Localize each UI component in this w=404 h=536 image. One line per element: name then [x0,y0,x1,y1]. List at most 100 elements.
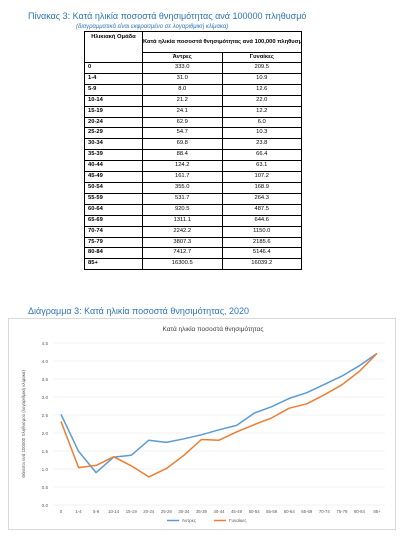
table-row: 35-39 88.4 66.4 [84,149,302,162]
table-row: 5-9 8.0 12.6 [84,83,302,96]
x-tick-label: 50-54 [249,509,261,514]
age-cell: 60-64 [84,203,143,216]
female-cell: 23.8 [221,138,302,151]
y-tick-label: 4.5 [42,341,49,346]
y-tick-label: 0.0 [42,503,49,508]
female-cell: 12.6 [221,83,302,96]
chart-title: Κατά ηλικία ποσοστά θνησιμότητας [162,325,263,333]
male-cell: 69.8 [142,138,223,151]
x-tick-label: 65-69 [301,509,313,514]
age-cell: 5-9 [84,83,143,96]
female-cell: 10.9 [221,72,302,85]
table-row: 40-44 124.2 63.1 [84,160,302,173]
female-cell: 1150.0 [221,225,302,238]
y-tick-label: 1.0 [42,467,49,472]
male-cell: 8.0 [142,83,223,96]
y-tick-label: 2.0 [42,431,49,436]
male-cell: 3807.3 [142,236,223,249]
age-cell: 45-49 [84,171,143,183]
male-cell: 21.2 [142,94,223,107]
x-tick-label: 30-34 [178,509,190,514]
y-axis-label: Θάνατοι ανά 100000 πληθυσμού (λογαριθμικ… [21,370,26,478]
male-cell: 920.5 [142,203,223,216]
female-cell: 644.6 [221,214,302,227]
age-cell: 85+ [84,258,143,271]
x-tick-label: 35-39 [196,509,208,514]
table-title: Πίνακας 3: Κατά ηλικία ποσοστά θνησιμότη… [28,11,307,21]
table-row: 10-14 21.2 22.0 [84,94,302,107]
male-cell: 2242.2 [142,225,223,238]
x-tick-label: 0 [60,509,63,514]
x-tick-label: 25-29 [161,509,173,514]
age-cell: 0 [84,62,143,74]
table-row: 65-69 1311.1 644.6 [84,214,302,227]
table-row: 80-84 7412.7 5146.4 [84,247,302,260]
age-cell: 1-4 [84,72,143,85]
line-chart: Κατά ηλικία ποσοστά θνησιμότητας 0.0 0.5 1.… [21,325,385,523]
male-cell: 531.7 [142,192,223,205]
table-row: 1-4 31.0 10.9 [84,72,302,85]
female-cell: 264.3 [221,192,302,205]
x-tick-label: 70-74 [319,509,331,514]
female-cell: 209.5 [221,62,302,74]
x-tick-label: 15-19 [126,509,138,514]
table-row: 30-34 69.8 23.8 [84,138,302,151]
y-tick-label: 0.5 [42,485,49,490]
age-cell: 15-19 [84,105,143,118]
table-row: 20-24 62.9 6.0 [84,116,302,129]
female-cell: 487.5 [221,203,302,216]
x-tick-label: 85+ [373,509,381,514]
x-tick-label: 45-49 [231,509,243,514]
table-body: 0 333.0 209.5 1-4 31.0 10.9 5-9 8.0 12.6 10-14 21.… [84,62,302,271]
table-row: 75-79 3807.3 2185.6 [84,236,302,249]
age-cell: 30-34 [84,138,143,151]
age-cell: 25-29 [84,127,143,140]
age-cell: 35-39 [84,149,143,162]
y-tick-label: 3.5 [42,377,49,382]
x-tick-label: 80-84 [354,509,366,514]
table-note: (διαγραμματικά είναι εκφρασμένο σε λογαρ… [76,24,229,30]
female-cell: 5146.4 [221,247,302,260]
x-tick-label: 10-14 [108,509,120,514]
x-tick-label: 75-79 [336,509,348,514]
male-cell: 1311.1 [142,214,223,227]
series-line-female [60,352,378,478]
male-cell: 333.0 [142,62,223,74]
header-rate-group: Κατά ηλικία ποσοστά θνησιμότητας ανά 100… [142,31,302,53]
age-cell: 50-54 [84,181,143,194]
y-tick-label: 3.0 [42,395,49,400]
table-row: 25-29 54.7 10.3 [84,127,302,140]
male-cell: 161.7 [142,171,223,183]
x-tick-label: 1-4 [75,509,82,514]
x-tick-label: 40-44 [214,509,226,514]
female-cell: 10.3 [221,127,302,140]
male-cell: 124.2 [142,160,223,173]
age-cell: 20-24 [84,116,143,129]
table-row: 70-74 2242.2 1150.0 [84,225,302,238]
header-female: Γυναίκες [221,52,302,63]
table-row: 0 333.0 209.5 [84,62,302,74]
age-cell: 65-69 [84,214,143,227]
male-cell: 24.1 [142,105,223,118]
age-cell: 40-44 [84,160,143,173]
chart-frame: Κατά ηλικία ποσοστά θνησιμότητας 0.0 0.5 1.… [8,318,396,530]
table-row: 45-49 161.7 107.2 [84,171,302,183]
female-cell: 2185.6 [221,236,302,249]
female-cell: 107.2 [221,171,302,183]
x-tick-label: 20-24 [143,509,155,514]
female-cell: 168.9 [221,181,302,194]
age-cell: 10-14 [84,94,143,107]
chart-heading: Διάγραμμα 3: Κατά ηλικία ποσοστά θνησιμό… [28,306,250,316]
table-row: 50-54 355.0 168.9 [84,181,302,194]
x-tick-label: 5-9 [93,509,100,514]
male-cell: 31.0 [142,72,223,85]
x-tick-label: 60-64 [284,509,296,514]
mortality-table: Ηλικιακή Ομάδα Κατά ηλικία ποσοστά θνησι… [84,31,302,271]
age-cell: 75-79 [84,236,143,249]
table-row: 85+ 16300.5 16039.2 [84,258,302,271]
header-male: Άντρες [142,52,223,63]
legend-label: Γυναίκες [229,518,247,523]
female-cell: 66.4 [221,149,302,162]
male-cell: 16300.5 [142,258,223,271]
female-cell: 6.0 [221,116,302,129]
